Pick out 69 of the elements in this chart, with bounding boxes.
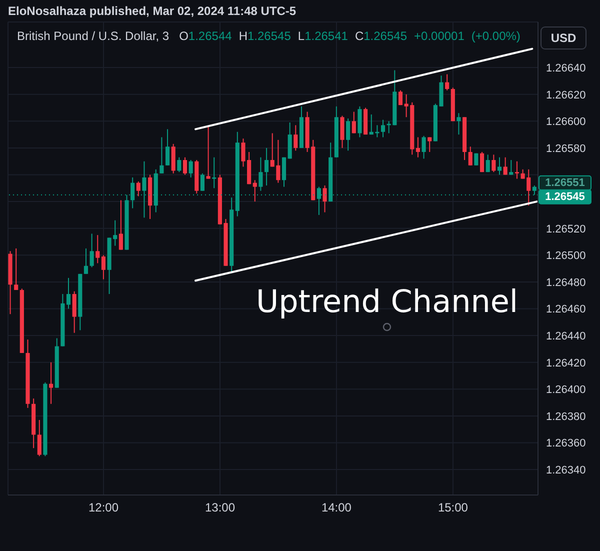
text: EloNosalhaza published, Mar 02, 2024 11:48 UTC-5 [8,4,296,18]
candlestick [340,115,344,148]
candlestick [188,160,193,178]
candlestick [84,248,88,274]
candlestick [206,126,210,180]
y-tick-label: 1.26380 [546,410,586,423]
candlestick [66,277,71,310]
candlestick [352,111,356,134]
candlestick [72,290,76,334]
candlestick [212,156,216,189]
y-tick-label: 1.26420 [546,357,586,370]
candlestick [416,136,420,158]
candlestick [422,135,426,160]
candlestick [492,154,496,173]
x-tick-label: 13:00 [204,500,236,515]
candlestick [165,128,170,166]
candlestick [486,154,490,173]
y-tick-label: 1.26640 [546,62,586,74]
y-tick-label: 1.26480 [546,276,586,289]
candlestick [514,160,520,180]
y-tick-label: 1.26400 [546,384,586,396]
text: 1.26551 [545,176,585,189]
candlestick [182,156,188,176]
y-tick-label: 1.26520 [546,223,586,236]
candlestick [503,156,508,176]
candlestick [282,156,286,188]
y-tick-label: 1.26340 [546,464,586,476]
candlestick [160,136,164,174]
candlestick [118,200,123,250]
candlestick [101,254,106,280]
candlestick [346,118,350,152]
candlestick [96,234,100,264]
candlestick [177,156,182,173]
candlestick [380,119,386,138]
candlestick [136,180,140,197]
candlestick [294,124,298,152]
candlestick [252,180,257,202]
candlestick [445,74,450,91]
y-tick-label: 1.26360 [546,438,586,450]
x-tick-label: 15:00 [438,500,468,515]
candlestick [322,184,327,213]
candlestick [200,172,205,192]
candlestick [49,362,54,404]
candlestick [468,146,472,166]
y-tick-label: 1.26500 [546,250,586,262]
candlestick [456,112,461,136]
y-tick-label: 1.26440 [546,330,586,342]
candlestick [474,152,478,166]
candlestick [428,136,432,152]
y-tick-label: 1.26580 [546,142,586,155]
candlestick [509,160,514,176]
text: British Pound / U.S. Dollar, 3 [17,29,170,43]
y-axis-title: USD [550,31,576,45]
y-tick-label: 1.26460 [546,304,586,316]
y-tick-label: 1.26620 [546,89,586,102]
x-tick-label: 12:00 [88,500,119,515]
x-tick-label: 14:00 [321,500,352,515]
candlestick [90,233,94,268]
candlestick [37,419,42,457]
candlestick [497,156,502,176]
candlestick [14,248,18,290]
candlestick [480,151,484,173]
candlestick [258,156,263,192]
candlestick [398,90,403,106]
candlestick [264,147,269,186]
annotation: Uptrend Channel [256,284,518,320]
y-tick-label: 1.26600 [546,116,586,128]
text: O1.26544 H1.26545 L1.26541 C1.26545 +0.00001 (+0.00%) [179,29,520,43]
ref-line-label: 1.26545 [545,190,585,203]
